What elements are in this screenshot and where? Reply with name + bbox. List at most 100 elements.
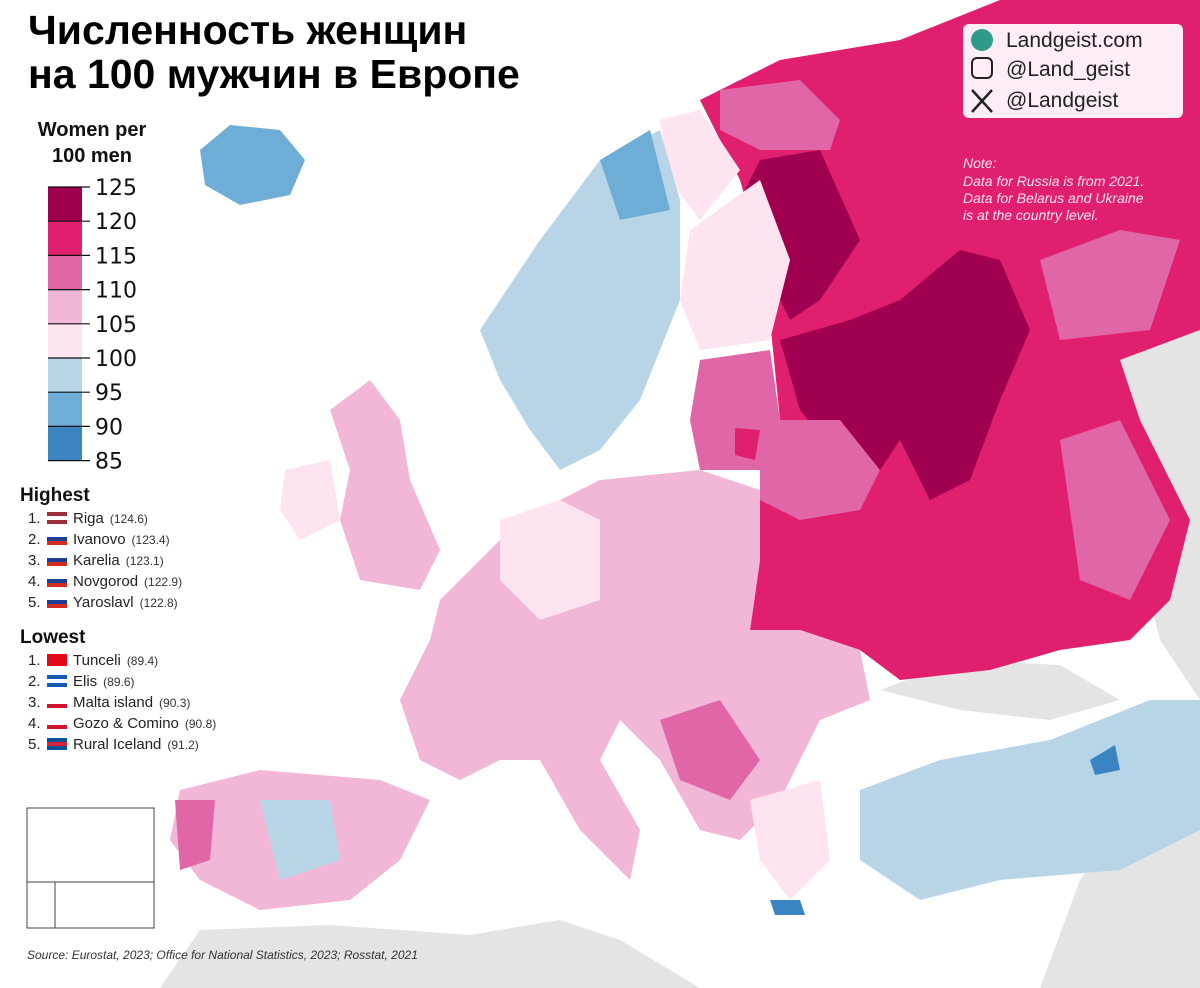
legend-tick-label: 125 (95, 176, 137, 201)
note-heading: Note: (963, 155, 997, 171)
volga (1060, 420, 1170, 600)
credit-x: @Landgeist (1006, 89, 1119, 112)
region-value: (123.4) (132, 533, 170, 547)
urals (1040, 230, 1180, 340)
flag (47, 654, 67, 658)
rank: 2. (28, 531, 41, 548)
legend-title: 100 men (52, 145, 132, 167)
title: на 100 мужчин в Европе (28, 51, 520, 97)
legend-swatch (48, 426, 82, 461)
flag (47, 700, 67, 704)
region-name: Novgorod (73, 573, 138, 590)
elis (770, 900, 805, 915)
flag (47, 537, 67, 541)
flag (47, 662, 67, 666)
germany (500, 500, 600, 620)
rank: 4. (28, 573, 41, 590)
ranking-heading: Lowest (20, 627, 86, 648)
flag (47, 658, 67, 662)
flag (47, 554, 67, 558)
region-value: (89.6) (103, 675, 134, 689)
flag (47, 604, 67, 608)
flag (47, 562, 67, 566)
flag (47, 600, 67, 604)
flag (47, 575, 67, 579)
region-value: (122.8) (140, 596, 178, 610)
rank: 2. (28, 673, 41, 690)
flag (47, 583, 67, 587)
rank: 3. (28, 552, 41, 569)
region-value: (122.9) (144, 575, 182, 589)
region-value: (91.2) (167, 738, 198, 752)
legend-tick-label: 115 (95, 244, 137, 269)
iceland (200, 125, 305, 205)
finland (680, 180, 790, 350)
rank: 5. (28, 594, 41, 611)
x-icon (971, 89, 993, 113)
region-name: Elis (73, 673, 97, 690)
globe-icon (971, 29, 993, 51)
belarus (760, 420, 880, 520)
flag (47, 742, 67, 746)
rank: 1. (28, 652, 41, 669)
flag (47, 721, 67, 725)
legend-swatch (48, 289, 82, 324)
flag (47, 725, 67, 729)
note-line: is at the country level. (963, 207, 1098, 223)
rank: 3. (28, 694, 41, 711)
region-name: Tunceli (73, 652, 121, 669)
tunceli (1090, 745, 1120, 775)
africa (160, 920, 700, 988)
flag (47, 683, 67, 687)
legend-swatch (48, 392, 82, 427)
legend-swatch (48, 323, 82, 358)
flag (47, 704, 67, 708)
portugal (175, 800, 215, 870)
rank: 4. (28, 715, 41, 732)
legend-tick-label: 90 (95, 415, 123, 440)
flag (47, 738, 67, 742)
greece (750, 780, 830, 900)
region-name: Malta island (73, 694, 153, 711)
note-line: Data for Russia is from 2021. (963, 173, 1144, 189)
riga (735, 428, 760, 460)
legend-tick-label: 110 (95, 279, 137, 304)
ireland (280, 460, 340, 540)
source: Source: Eurostat, 2023; Office for Natio… (27, 948, 418, 962)
region-name: Gozo & Comino (73, 715, 179, 732)
central-spain (260, 800, 340, 880)
legend-swatch (48, 221, 82, 256)
credit-website: Landgeist.com (1006, 29, 1143, 52)
flag (47, 520, 67, 524)
region-value: (90.3) (159, 696, 190, 710)
flag (47, 679, 67, 683)
flag (47, 533, 67, 537)
region-name: Yaroslavl (73, 594, 134, 611)
region-name: Karelia (73, 552, 120, 569)
legend-tick-label: 85 (95, 450, 123, 475)
region-value: (89.4) (127, 654, 158, 668)
credit-instagram: @Land_geist (1006, 58, 1130, 81)
ranking-heading: Highest (20, 485, 90, 506)
flag (47, 558, 67, 562)
legend-tick-label: 120 (95, 210, 137, 235)
legend-swatch (48, 255, 82, 290)
credits-box (963, 24, 1183, 118)
rankings: Highest 1. Riga (124.6) 2. Ivanovo (123.4) 3. Ka… (20, 485, 216, 753)
norrbotten (600, 130, 670, 220)
region-value: (90.8) (185, 717, 216, 731)
flag (47, 717, 67, 721)
note-line: Data for Belarus and Ukraine (963, 190, 1144, 206)
murmansk (720, 80, 840, 150)
flag (47, 596, 67, 600)
rank: 5. (28, 736, 41, 753)
legend-tick-label: 95 (95, 381, 123, 406)
flag (47, 516, 67, 520)
flag (47, 696, 67, 700)
flag (47, 675, 67, 679)
region-name: Rural Iceland (73, 736, 161, 753)
flag (47, 746, 67, 750)
legend-tick-label: 100 (95, 347, 137, 372)
